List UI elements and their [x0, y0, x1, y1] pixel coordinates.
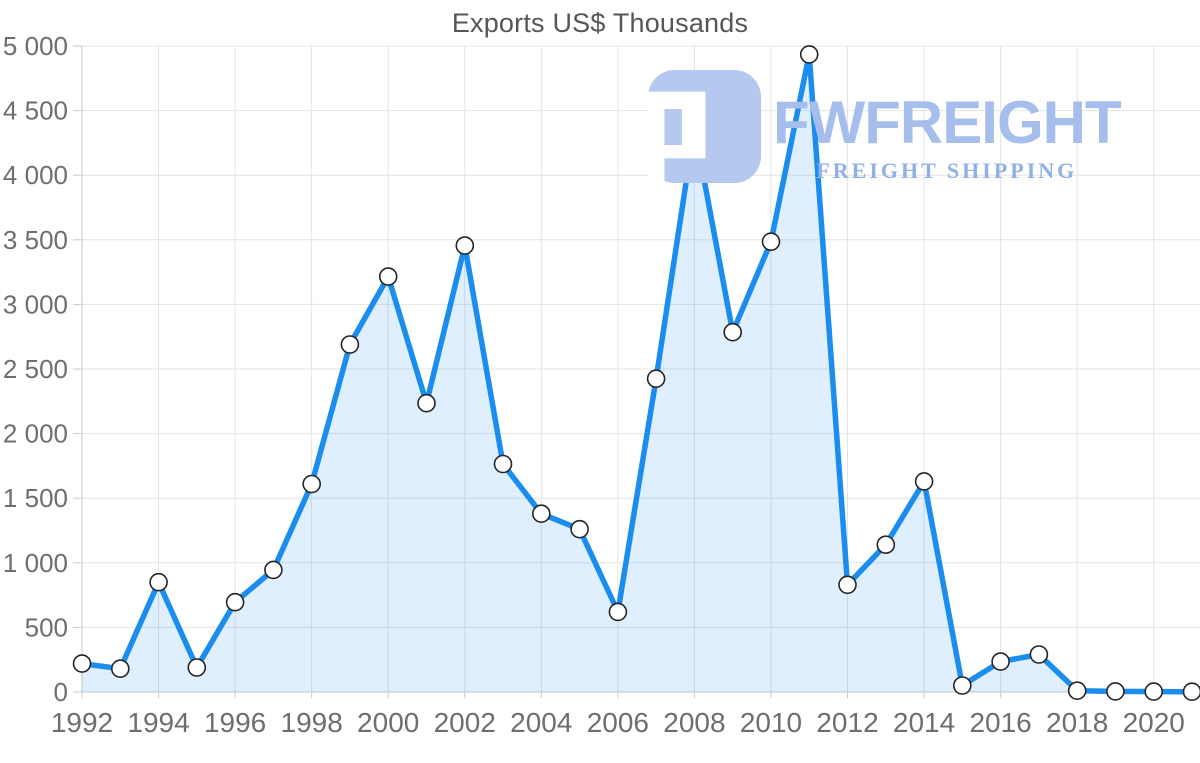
data-point-marker[interactable]: [72, 654, 92, 673]
series-area-fill: [82, 54, 1192, 692]
y-tick-label: 2 500: [3, 354, 68, 384]
data-point-marker[interactable]: [570, 519, 589, 539]
x-tick-label: 2018: [1046, 707, 1108, 738]
data-point-marker[interactable]: [685, 118, 704, 138]
y-tick-label: 4 000: [3, 160, 68, 190]
data-point-marker[interactable]: [187, 658, 207, 677]
data-point-marker[interactable]: [378, 267, 398, 286]
data-point-marker[interactable]: [876, 535, 896, 555]
data-point-marker[interactable]: [761, 232, 781, 251]
data-point-marker[interactable]: [225, 592, 245, 612]
chart-title: Exports US$ Thousands: [451, 8, 749, 38]
y-tick-label: 4 500: [3, 96, 68, 126]
data-point-marker[interactable]: [799, 45, 819, 64]
x-tick-label: 2014: [893, 707, 955, 738]
x-tick-label: 2004: [510, 707, 572, 738]
data-point-marker[interactable]: [1029, 645, 1049, 664]
y-tick-label: 3 000: [3, 289, 68, 319]
x-tick-label: 1998: [281, 707, 343, 738]
data-point-marker[interactable]: [302, 474, 322, 494]
data-point-marker[interactable]: [111, 659, 130, 679]
x-tick-label: 2008: [663, 707, 725, 738]
data-point-marker[interactable]: [149, 572, 168, 592]
x-tick-label: 2002: [434, 707, 496, 738]
data-point-marker[interactable]: [914, 472, 934, 491]
data-point-marker[interactable]: [1067, 681, 1087, 701]
y-tick-label: 1 500: [3, 483, 68, 513]
data-point-marker[interactable]: [1182, 682, 1200, 701]
x-tick-label: 2000: [357, 707, 419, 738]
data-point-marker[interactable]: [646, 369, 666, 389]
data-point-marker[interactable]: [417, 393, 436, 413]
x-tick-label: 2016: [969, 707, 1031, 738]
data-point-marker[interactable]: [264, 560, 283, 580]
x-tick-label: 2010: [740, 707, 802, 738]
data-point-marker[interactable]: [608, 602, 628, 622]
x-tick-label: 1994: [127, 707, 189, 738]
x-tick-label: 2012: [816, 707, 878, 738]
x-tick-label: 1996: [204, 707, 266, 738]
data-point-marker[interactable]: [493, 454, 513, 474]
data-point-marker[interactable]: [723, 322, 743, 342]
data-point-marker[interactable]: [838, 575, 857, 595]
y-tick-label: 5 000: [3, 31, 68, 61]
data-point-marker[interactable]: [531, 504, 551, 524]
x-tick-label: 2020: [1123, 707, 1185, 738]
data-point-marker[interactable]: [1106, 682, 1125, 701]
data-point-marker[interactable]: [991, 652, 1010, 671]
y-tick-label: 500: [25, 612, 68, 642]
data-point-marker[interactable]: [952, 676, 972, 695]
y-tick-label: 3 500: [3, 225, 68, 255]
data-point-marker[interactable]: [455, 236, 475, 255]
y-tick-label: 1 000: [3, 548, 68, 578]
x-tick-label: 1992: [51, 707, 113, 738]
data-point-marker[interactable]: [1144, 682, 1163, 701]
data-point-marker[interactable]: [340, 335, 360, 354]
y-tick-label: 0: [54, 677, 68, 707]
y-tick-label: 2 000: [3, 419, 68, 449]
x-tick-label: 2006: [587, 707, 649, 738]
